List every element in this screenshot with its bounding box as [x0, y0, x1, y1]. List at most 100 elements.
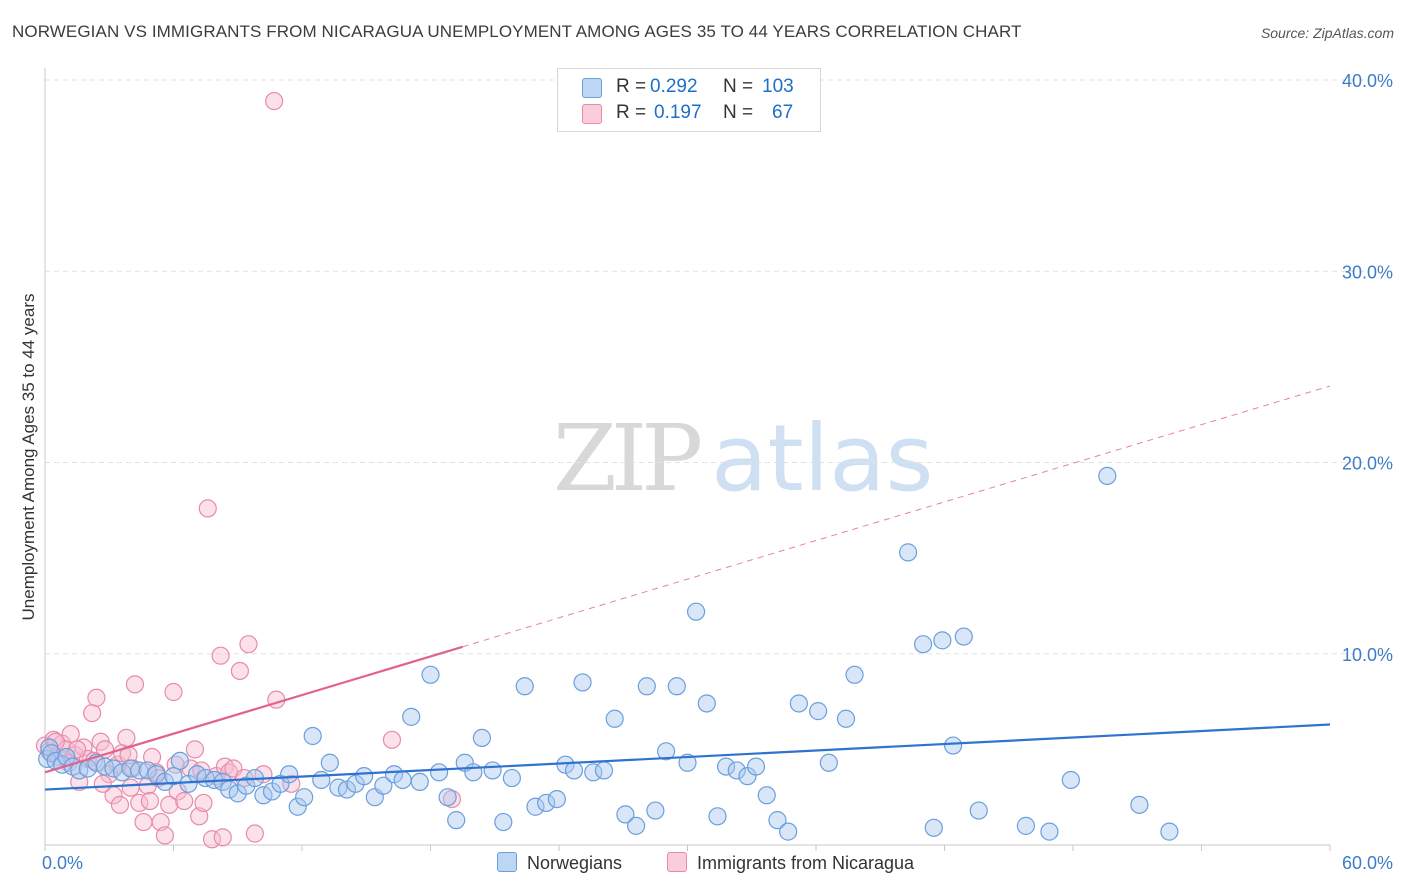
norwegians-point: [303, 726, 322, 746]
nicaragua-point: [117, 728, 136, 748]
norwegians-point: [502, 768, 521, 788]
bottom-legend-nicaragua: Immigrants from Nicaragua: [667, 852, 914, 874]
nicaragua-point: [198, 499, 217, 518]
nicaragua-point: [110, 795, 130, 814]
norwegians-point: [564, 761, 584, 780]
norwegians-point: [746, 757, 766, 776]
norwegians-point: [716, 757, 736, 776]
norwegians-point: [913, 635, 933, 654]
norwegians-point: [483, 761, 502, 780]
norwegians-point: [616, 805, 635, 824]
norwegians-point: [410, 772, 429, 791]
norwegians-point: [697, 694, 716, 713]
legend-swatch-norwegians: [582, 78, 602, 98]
x-tick-label: 60.0%: [1342, 853, 1393, 873]
nicaragua-point: [140, 791, 160, 811]
norwegians-point: [402, 707, 421, 726]
bottom-legend-swatch-nicaragua: [667, 852, 687, 872]
watermark-zip: ZIP: [553, 405, 703, 512]
norwegians-point: [768, 811, 787, 830]
nicaragua-point: [190, 807, 209, 826]
norwegians-point: [779, 822, 798, 841]
y-tick-label: 20.0%: [1342, 454, 1393, 474]
norwegians-point: [943, 736, 963, 755]
norwegians-point: [969, 801, 988, 820]
norwegians-point: [547, 789, 566, 809]
norwegians-point: [637, 677, 656, 696]
norwegians-trend-line: [44, 723, 1331, 791]
norwegians-point: [1130, 795, 1149, 814]
legend-r-value: 0.197: [654, 102, 702, 123]
norwegians-point: [686, 602, 706, 621]
legend-r-label: R =: [616, 76, 647, 97]
norwegians-point: [727, 761, 746, 780]
bottom-legend-label-norwegians: Norwegians: [527, 853, 623, 873]
norwegians-point: [708, 807, 727, 826]
bottom-legend-label-nicaragua: Immigrants from Nicaragua: [697, 853, 915, 873]
norwegians-point: [573, 673, 592, 692]
norwegians-point: [288, 797, 307, 816]
watermark: ZIP atlas: [553, 405, 934, 512]
nicaragua-point: [160, 795, 179, 814]
nicaragua-point: [87, 688, 106, 707]
norwegians-point: [836, 709, 856, 728]
norwegians-point: [526, 797, 545, 816]
nicaragua-trend-line-projection: [462, 385, 1331, 648]
source-label: Source: ZipAtlas.com: [1260, 25, 1394, 41]
norwegians-point: [421, 665, 440, 684]
y-tick-label: 30.0%: [1342, 262, 1393, 282]
norwegians-point: [646, 801, 665, 820]
chart-title: NORWEGIAN VS IMMIGRANTS FROM NICARAGUA U…: [12, 22, 1022, 41]
norwegians-point: [312, 770, 331, 790]
x-tick-label: 0.0%: [42, 853, 83, 873]
norwegians-point: [809, 702, 828, 721]
norwegians-point: [472, 728, 491, 748]
nicaragua-point: [265, 91, 284, 111]
norwegians-point: [924, 818, 943, 837]
norwegians-point: [464, 763, 483, 782]
norwegians-point: [254, 786, 273, 805]
norwegians-point: [429, 763, 449, 782]
nicaragua-point: [134, 812, 153, 832]
norwegians-point: [898, 543, 918, 562]
nicaragua-point: [213, 828, 232, 847]
norwegians-point: [933, 631, 952, 650]
norwegians-point: [515, 677, 534, 696]
nicaragua-point: [382, 730, 402, 749]
norwegians-point: [280, 765, 299, 784]
norwegians-point: [393, 770, 412, 790]
norwegians-point: [537, 793, 556, 813]
nicaragua-point: [61, 724, 80, 744]
nicaragua-point: [185, 740, 205, 759]
nicaragua-point: [211, 646, 230, 665]
norwegians-point: [320, 753, 339, 772]
norwegians-point: [656, 742, 676, 761]
legend-swatch-nicaragua: [582, 104, 602, 124]
nicaragua-point: [245, 824, 264, 843]
norwegians-point: [678, 753, 697, 772]
norwegians-point: [626, 816, 646, 835]
norwegians-point: [1040, 822, 1059, 841]
legend-r-label: R =: [616, 102, 647, 123]
nicaragua-point: [155, 826, 175, 845]
norwegians-point: [1016, 816, 1035, 835]
norwegians-point: [605, 709, 624, 728]
y-tick-label: 10.0%: [1342, 645, 1393, 665]
norwegians-point: [845, 665, 864, 684]
norwegians-point: [438, 788, 457, 807]
norwegians-point: [667, 677, 686, 696]
y-tick-label: 40.0%: [1342, 71, 1393, 91]
norwegians-point: [164, 767, 183, 786]
norwegians-point: [1061, 770, 1080, 790]
norwegians-point: [374, 776, 393, 795]
norwegians-point: [170, 751, 190, 770]
norwegians-point: [494, 812, 513, 832]
legend-n-label: N =: [723, 76, 754, 97]
nicaragua-point: [151, 812, 170, 832]
nicaragua-trend-line: [44, 645, 463, 774]
watermark-atlas: atlas: [711, 405, 934, 512]
norwegians-point: [447, 811, 466, 830]
nicaragua-point: [175, 791, 194, 811]
norwegians-point: [138, 761, 157, 780]
